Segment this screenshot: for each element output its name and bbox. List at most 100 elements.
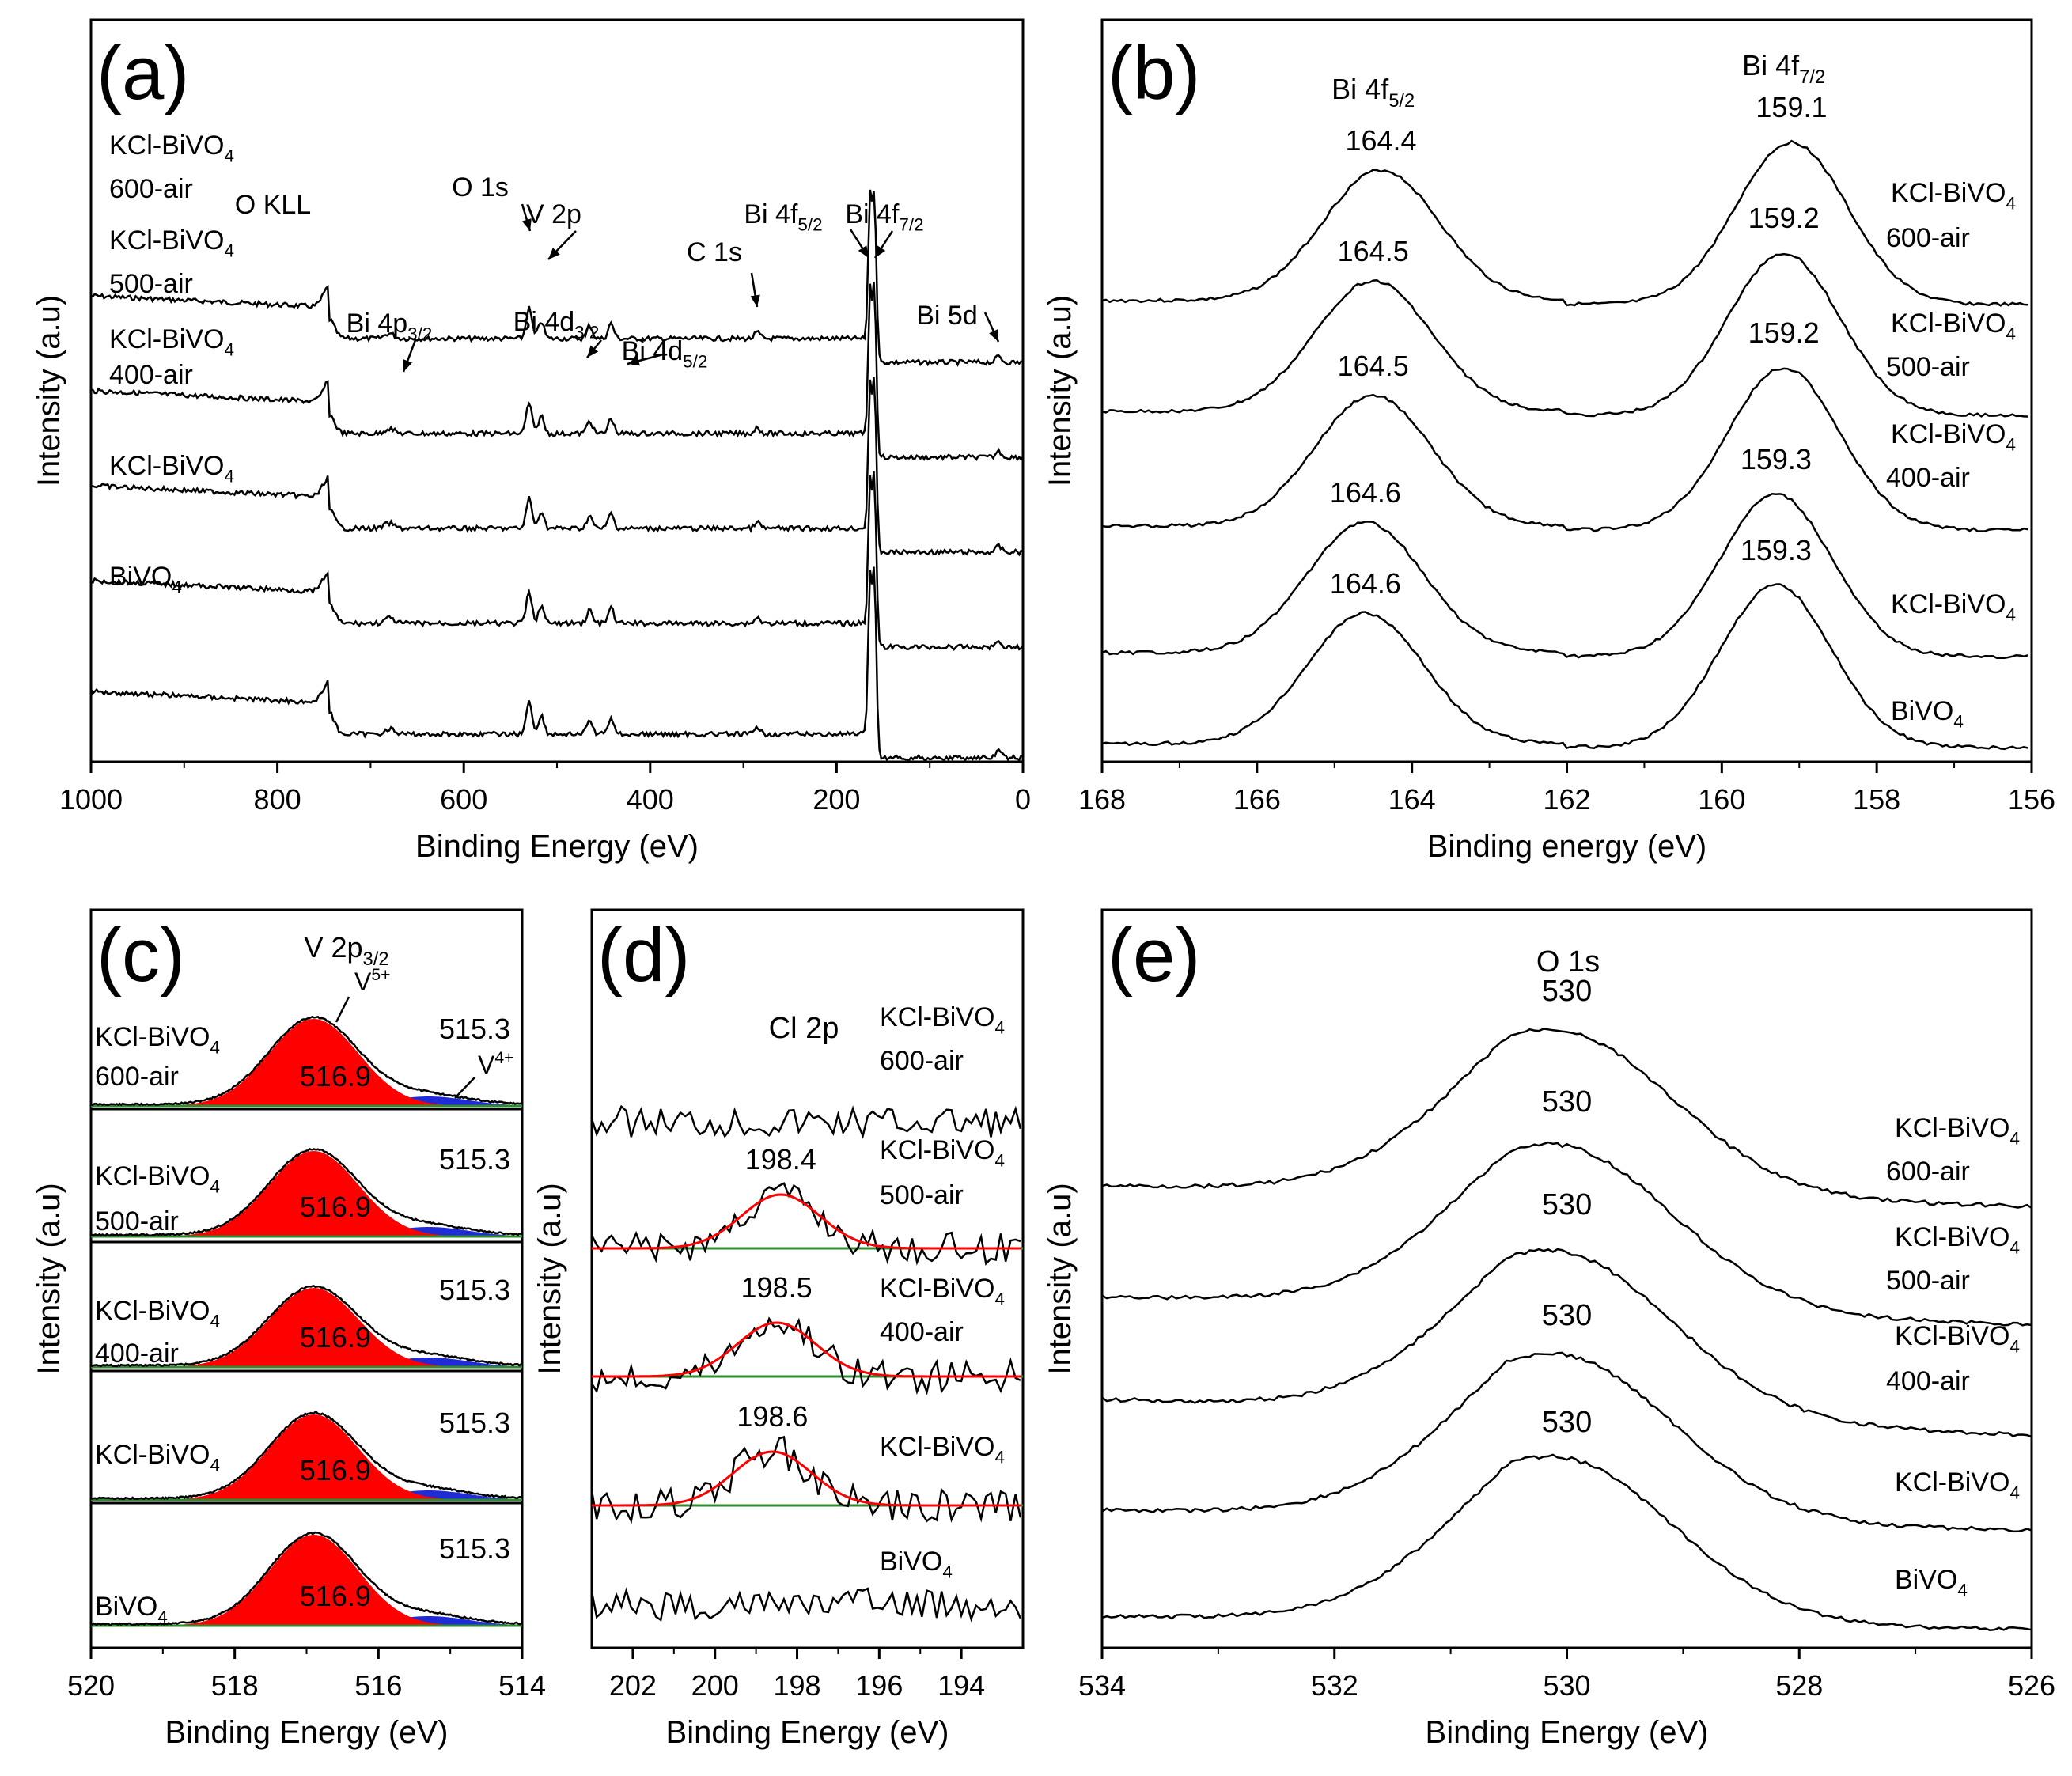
- panel-a-ylabel: Intensity (a.u): [32, 295, 66, 487]
- panel-c-series-label: BiVO4: [95, 1592, 168, 1627]
- panel-c-minor-peak-label: 515.3: [439, 1013, 510, 1045]
- panel-a-series-line: [90, 471, 1024, 651]
- panel-e: 534 532 530 528 526 Binding Energy (eV) Intens…: [1043, 908, 2055, 1750]
- panel-e-xtick-label: 528: [1775, 1669, 1823, 1702]
- panel-b-series-label: 400-air: [1886, 463, 1970, 493]
- panel-d-frame: [590, 908, 1025, 1649]
- panel-c-minor-peak-label: 515.3: [439, 1274, 510, 1306]
- panel-b-peak1-label: 164.6: [1330, 476, 1401, 509]
- panel-d-xtick-label: 202: [609, 1669, 657, 1702]
- panel-c-minor-peak-label: 515.3: [439, 1143, 510, 1176]
- panel-d-series-label: 600-air: [880, 1046, 964, 1076]
- panel-c-series-label: KCl-BiVO4: [95, 1022, 220, 1058]
- panel-c-xtick-label: 516: [354, 1669, 402, 1702]
- panel-c-spectrum-line: [90, 1285, 523, 1368]
- panel-a-frame: [89, 18, 1025, 763]
- panel-d-title: Cl 2p: [769, 1012, 839, 1045]
- panel-c-main-peak-label: 516.9: [300, 1191, 371, 1223]
- panel-d-xtick-label: 194: [938, 1669, 985, 1702]
- panel-d-fit-line: [592, 1193, 1021, 1250]
- panel-c-xtick-label: 514: [498, 1669, 546, 1702]
- panel-b-xtick-label: 158: [1853, 783, 1900, 816]
- panel-e-label: (e): [1108, 913, 1200, 998]
- panel-e-xtick-label: 532: [1311, 1669, 1358, 1702]
- panel-a-xtick-label: 200: [813, 783, 860, 816]
- panel-e-peak-label: 530: [1542, 1188, 1592, 1221]
- panel-b: 168 166 164 162 160 158 156 Binding energy (eV)…: [1043, 18, 2055, 864]
- panel-e-series-label: KCl-BiVO4: [1895, 1222, 2020, 1258]
- panel-c-minor-peak-label: 515.3: [439, 1407, 510, 1439]
- panel-c-main-peak-label: 516.9: [300, 1060, 371, 1092]
- panel-b-peak2-label: 159.2: [1748, 202, 1820, 234]
- panel-c-spectrum-line: [90, 1531, 523, 1626]
- panel-c-ylabel: Intensity (a.u): [32, 1183, 66, 1374]
- panel-e-peak-label: 530: [1542, 1085, 1592, 1119]
- panel-c-v5-component: [91, 1535, 522, 1626]
- panel-a-xtick-label: 0: [1015, 783, 1031, 816]
- panel-e-series-label: KCl-BiVO4: [1895, 1321, 2020, 1357]
- panel-c-v4-arrow: [454, 1077, 475, 1099]
- panel-d-xlabel: Binding Energy (eV): [666, 1715, 949, 1750]
- panel-a-arrow-head: [858, 245, 869, 258]
- panel-c-series-label: KCl-BiVO4: [95, 1161, 220, 1197]
- panel-c-v5-component: [91, 1019, 522, 1106]
- panel-e-spectrum-line: [1101, 1351, 2032, 1533]
- panel-a-series-line: [89, 566, 1024, 763]
- panel-e-peak-label: 530: [1542, 1406, 1592, 1439]
- panel-b-peak2-label: 159.3: [1741, 534, 1812, 566]
- panel-e-title: O 1s: [1536, 945, 1600, 979]
- panel-c-series-label: KCl-BiVO4: [95, 1440, 220, 1475]
- panel-b-peak-title: Bi 4f7/2: [1742, 49, 1825, 88]
- panel-c-series-label: 400-air: [95, 1339, 179, 1369]
- panel-a-peak-label: Bi 4p3/2: [347, 309, 433, 344]
- panel-d-series-label: KCl-BiVO4: [880, 1432, 1005, 1467]
- panel-c-title: V 2p3/2: [304, 931, 388, 970]
- panel-c-main-peak-label: 516.9: [300, 1454, 371, 1486]
- panel-d: 202 200 198 196 194 Binding Energy (eV) Intens…: [532, 908, 1025, 1750]
- panel-b-xtick-label: 156: [2008, 783, 2055, 816]
- panel-b-peak1-label: 164.4: [1345, 124, 1416, 157]
- panel-b-peak2-label: 159.1: [1756, 91, 1827, 123]
- panel-d-series-label: 400-air: [880, 1317, 964, 1347]
- panel-a-peak-label: V 2p: [526, 199, 581, 229]
- panel-c-series-label: 500-air: [95, 1206, 179, 1236]
- panel-b-xtick-label: 168: [1078, 783, 1126, 816]
- panel-a-peak-label: O KLL: [235, 190, 311, 220]
- panel-e-ylabel: Intensity (a.u): [1043, 1183, 1078, 1374]
- panel-d-xtick-label: 198: [773, 1669, 820, 1702]
- panel-e-series-label: BiVO4: [1895, 1565, 1968, 1600]
- panel-b-series-label: BiVO4: [1891, 696, 1964, 732]
- panel-b-xlabel: Binding energy (eV): [1427, 829, 1707, 864]
- panel-c-v5-label: V5+: [354, 966, 390, 996]
- panel-c-series-label: KCl-BiVO4: [95, 1296, 220, 1331]
- panel-a-peak-label: Bi 5d: [916, 301, 978, 331]
- panel-a-peak-label: Bi 4f5/2: [744, 199, 822, 235]
- panel-a-arrow-head: [875, 245, 886, 258]
- panel-b-peak2-label: 159.3: [1741, 443, 1812, 475]
- panel-e-spectrum-line: [1101, 1248, 2032, 1438]
- panel-d-ylabel: Intensity (a.u): [532, 1183, 567, 1374]
- panel-c-v5-component: [91, 1151, 522, 1236]
- panel-d-series-label: KCl-BiVO4: [880, 1274, 1005, 1309]
- panel-b-series-label: KCl-BiVO4: [1891, 419, 2016, 455]
- panel-a-peak-label: Bi 4d5/2: [622, 336, 708, 372]
- panel-e-series-label: 400-air: [1886, 1366, 1970, 1396]
- panel-c-spectrum-line: [90, 1015, 523, 1107]
- panel-a-xtick-label: 600: [440, 783, 487, 816]
- panel-b-series-label: KCl-BiVO4: [1891, 589, 2016, 625]
- panel-b-peak1-label: 164.5: [1338, 350, 1409, 382]
- panel-c-label: (c): [97, 913, 185, 998]
- panel-d-peak-label: 198.4: [745, 1143, 816, 1176]
- panel-c-v5-component: [91, 1288, 522, 1367]
- panel-a-series-label: KCl-BiVO4: [109, 131, 234, 166]
- panel-a-series-label: KCl-BiVO4: [109, 225, 234, 261]
- panel-a-series-label: 500-air: [109, 269, 193, 299]
- panel-c-main-peak-label: 516.9: [300, 1580, 371, 1612]
- panel-d-xtick-label: 200: [691, 1669, 739, 1702]
- panel-d-peak-label: 198.6: [737, 1400, 808, 1433]
- panel-b-xtick-label: 162: [1543, 783, 1590, 816]
- panel-a-series-label: 400-air: [109, 360, 193, 390]
- panel-a-xtick-label: 1000: [59, 783, 123, 816]
- panel-d-fit-line: [592, 1450, 1021, 1507]
